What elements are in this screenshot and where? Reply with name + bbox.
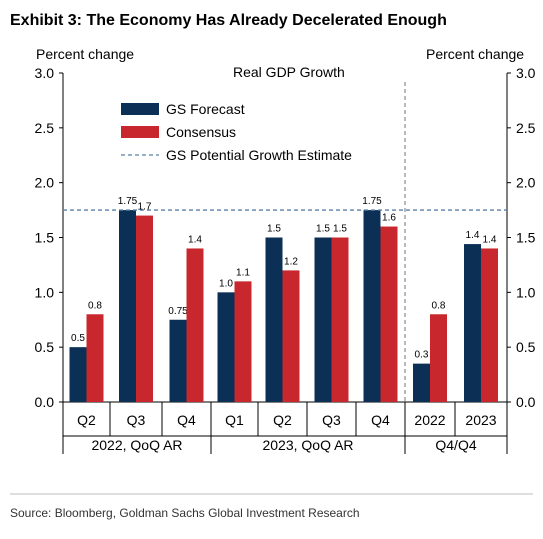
y-tick-label-right: 0.0 [516,394,536,410]
source-note: Source: Bloomberg, Goldman Sachs Global … [10,506,360,520]
bar-consensus [481,248,498,402]
y-tick-label-left: 1.5 [35,230,55,246]
y-tick-label-left: 2.5 [35,120,55,136]
bar-consensus [380,226,398,402]
y-tick-label-left: 3.0 [35,65,55,81]
data-label-gs-forecast: 1.75 [362,196,382,207]
data-label-consensus: 0.8 [88,300,102,311]
legend-swatch-consensus [121,126,159,138]
bar-gs-forecast [464,244,481,402]
legend-label-potential: GS Potential Growth Estimate [166,147,352,163]
plot-area: 0.0 0.00.5 0.51.0 1.01.5 1.52.0 2.02.5 2.53.0 3… [35,65,536,454]
exhibit-title: Exhibit 3: The Economy Has Already Decel… [10,12,447,29]
y-tick-label-left: 2.0 [35,175,55,191]
bar-gs-forecast [413,363,430,402]
bar-consensus [86,314,104,402]
data-label-gs-forecast: 1.5 [267,224,281,235]
bar-gs-forecast [363,210,381,402]
chart-subtitle: Real GDP Growth [233,64,345,80]
bar-consensus [282,270,300,402]
y-tick-label-right: 1.5 [516,230,536,246]
x-tick-label: Q2 [77,412,96,428]
data-label-consensus: 1.2 [284,256,298,267]
right-axis-label: Percent change [426,46,524,62]
x-tick-label: 2022 [414,412,445,428]
bar-gs-forecast [119,210,136,402]
data-label-consensus: 1.5 [333,224,347,235]
data-label-gs-forecast: 1.5 [316,224,330,235]
bar-gs-forecast [314,237,332,402]
data-label-gs-forecast: 1.75 [118,196,138,207]
x-tick-label: 2023 [465,412,496,428]
y-tick-label-right: 3.0 [516,65,536,81]
bar-consensus [331,237,349,402]
y-tick-label-right: 2.0 [516,175,536,191]
bar-consensus [234,281,252,402]
legend-swatch-gs-forecast [121,103,159,115]
group-label: 2023, QoQ AR [262,437,353,453]
y-tick-label-right: 2.5 [516,120,536,136]
bar-consensus [186,248,204,402]
bar-gs-forecast [265,237,283,402]
data-label-gs-forecast: 1.4 [466,230,480,241]
y-tick-label-left: 0.5 [35,339,55,355]
data-label-consensus: 0.8 [432,300,446,311]
data-label-consensus: 1.4 [188,234,202,245]
data-label-consensus: 1.4 [483,234,497,245]
data-label-gs-forecast: 0.3 [415,350,429,361]
y-tick-label-left: 1.0 [35,284,55,300]
bar-gs-forecast [217,292,235,402]
bar-gs-forecast [169,319,187,402]
x-tick-label: Q3 [127,412,146,428]
data-label-consensus: 1.1 [236,267,250,278]
legend-label-gs-forecast: GS Forecast [166,101,245,117]
legend-label-consensus: Consensus [166,124,236,140]
bar-gs-forecast [69,347,87,402]
data-label-consensus: 1.7 [138,202,152,213]
x-tick-label: Q2 [273,412,292,428]
left-axis-label: Percent change [36,46,134,62]
bar-consensus [430,314,447,402]
x-tick-label: Q1 [225,412,244,428]
group-label: 2022, QoQ AR [91,437,182,453]
y-tick-label-right: 0.5 [516,339,536,355]
data-label-gs-forecast: 0.5 [71,333,85,344]
group-label: Q4/Q4 [435,437,476,453]
y-tick-label-left: 0.0 [35,394,55,410]
legend: GS Forecast Consensus GS Potential Growt… [121,101,352,163]
data-label-consensus: 1.6 [382,213,396,224]
bar-consensus [136,215,153,402]
x-tick-label: Q3 [322,412,341,428]
data-label-gs-forecast: 0.75 [168,306,188,317]
data-label-gs-forecast: 1.0 [219,278,233,289]
y-tick-label-right: 1.0 [516,284,536,300]
x-tick-label: Q4 [177,412,196,428]
x-tick-label: Q4 [371,412,390,428]
